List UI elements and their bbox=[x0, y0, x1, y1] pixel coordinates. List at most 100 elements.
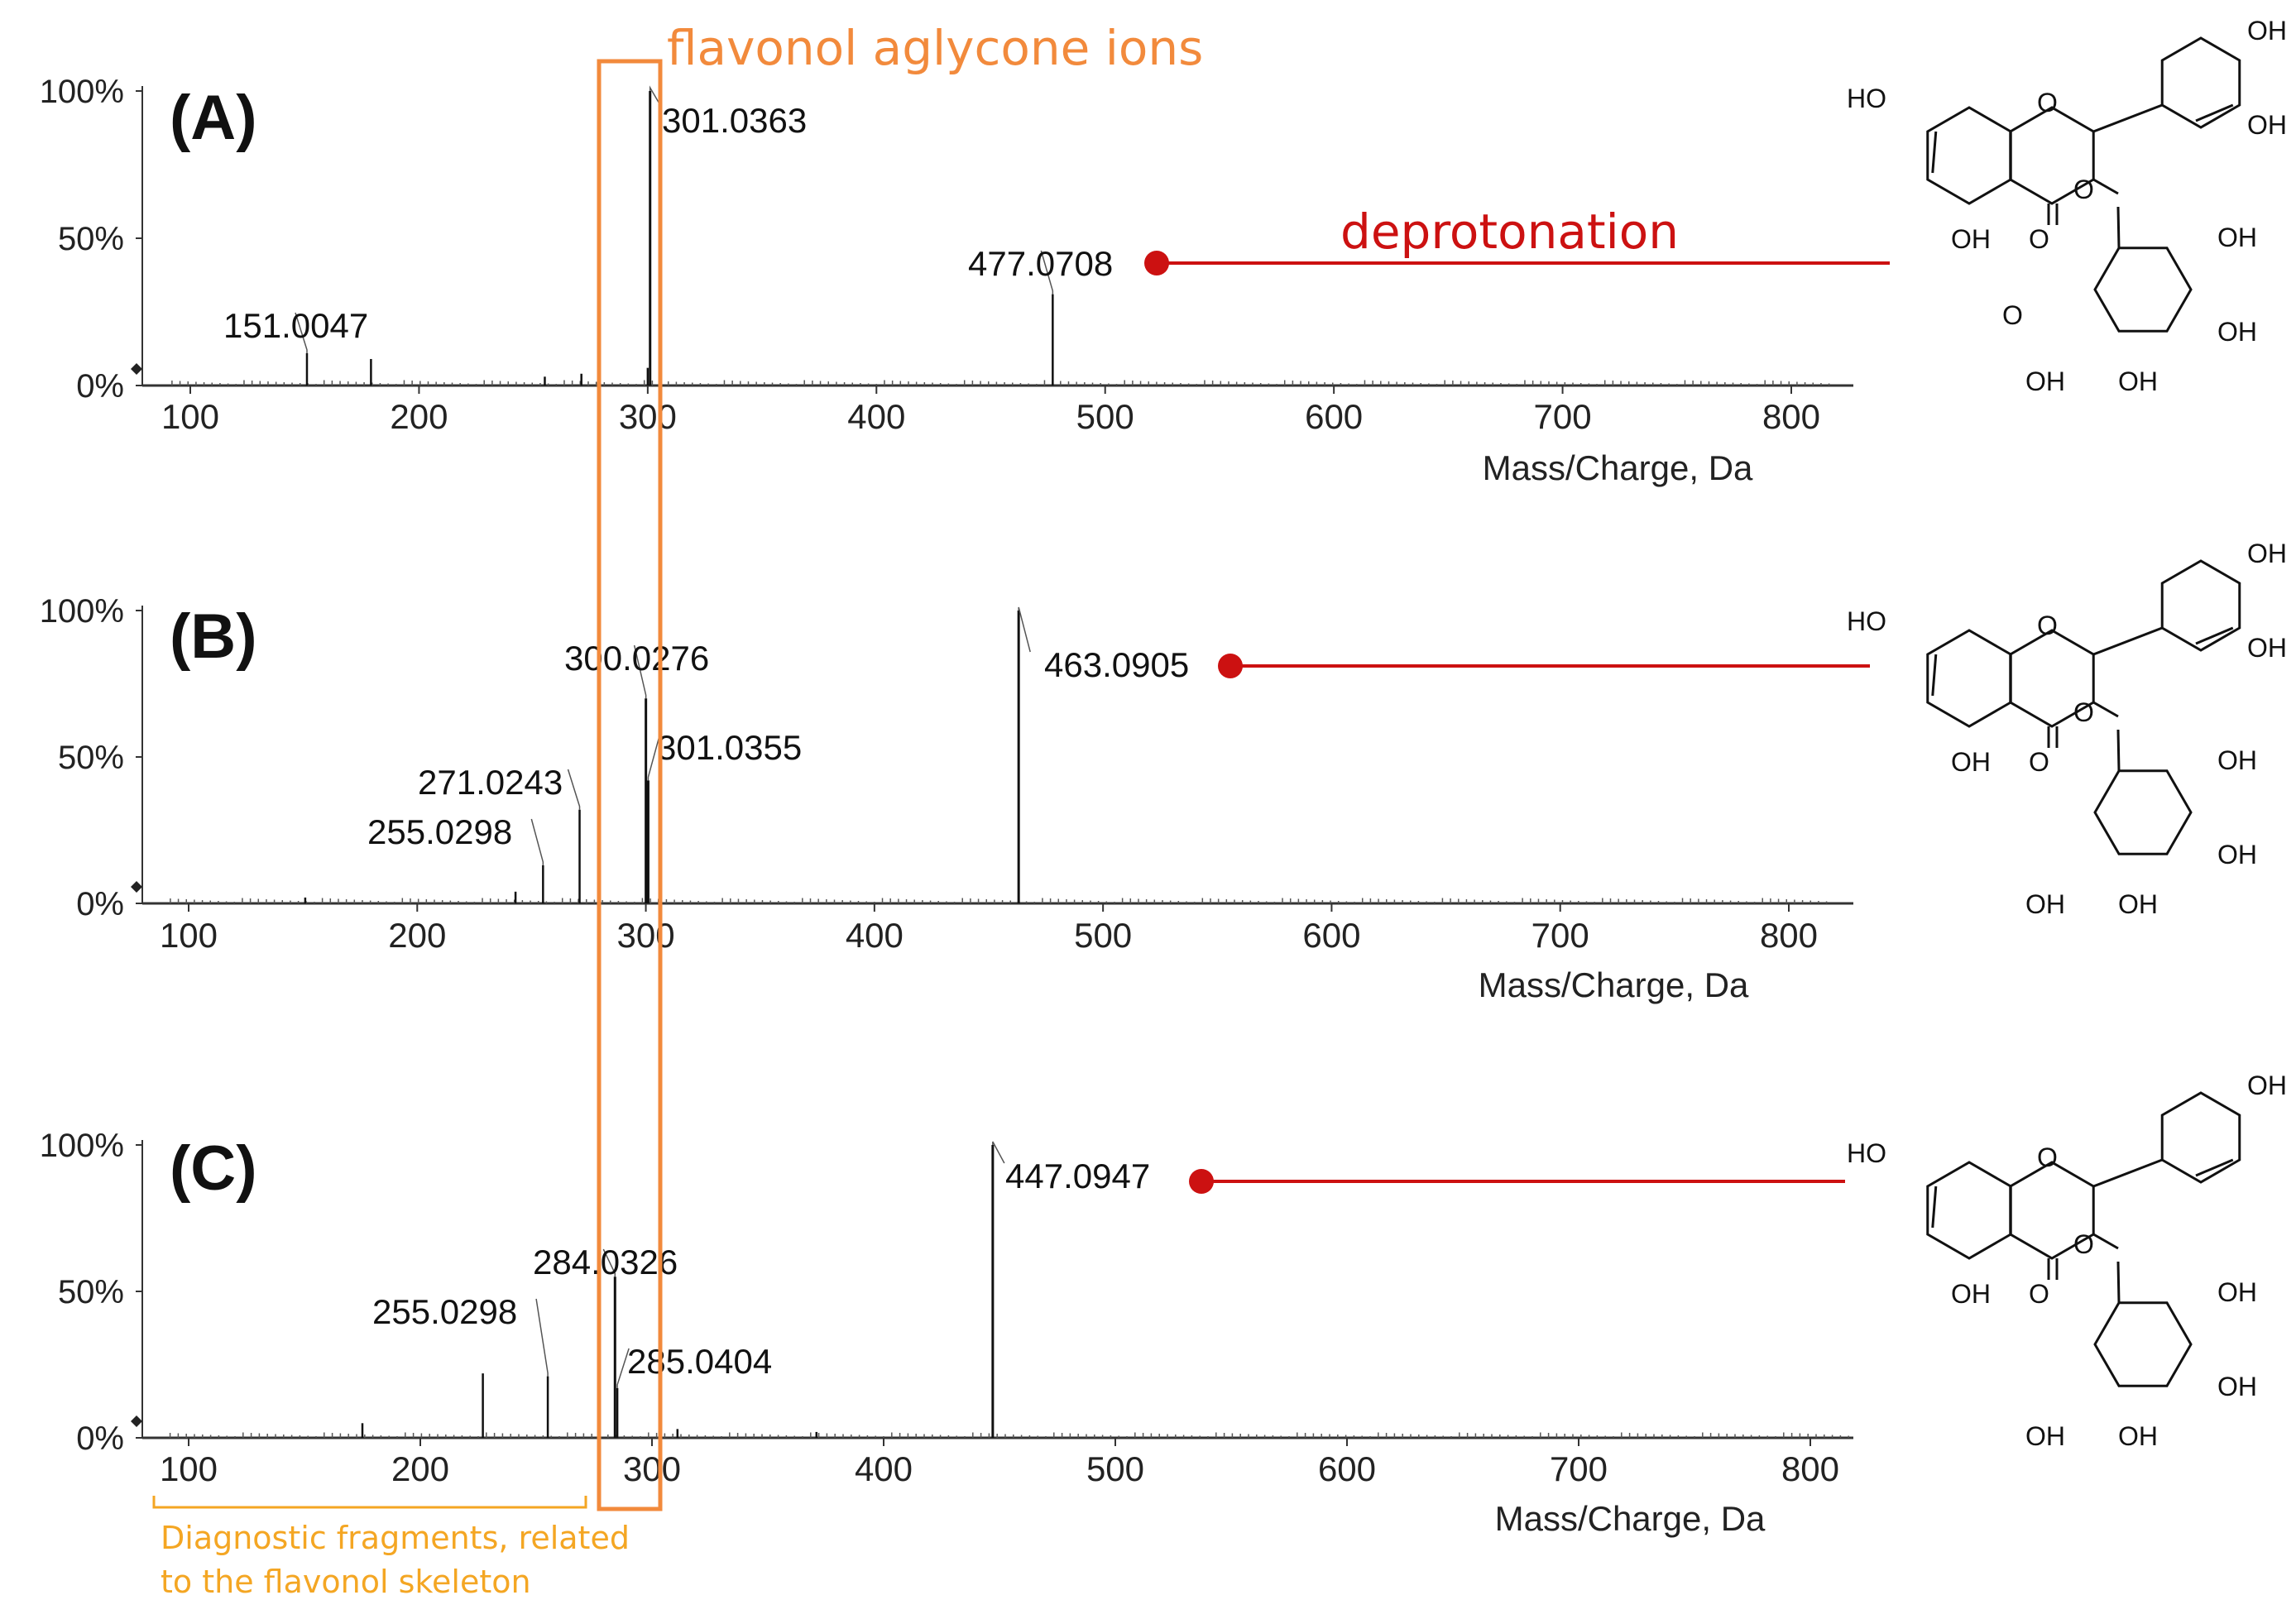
deprotonation-connectors bbox=[1144, 251, 1890, 1194]
x-tick-label: 100 bbox=[160, 916, 218, 955]
peak-label: 271.0243 bbox=[418, 763, 563, 802]
atom-label: O bbox=[2029, 1279, 2049, 1309]
y-tick-label: 50% bbox=[58, 1274, 124, 1310]
x-tick-label: 500 bbox=[1076, 397, 1134, 436]
peak-label: 300.0276 bbox=[564, 639, 709, 678]
atom-label: OH bbox=[1951, 1279, 1991, 1309]
atom-label: O bbox=[2073, 1229, 2094, 1259]
y-tick-label: 0% bbox=[76, 368, 124, 405]
peak-leader bbox=[649, 85, 663, 108]
x-tick-label: 200 bbox=[388, 916, 446, 955]
ring bbox=[1926, 629, 2012, 728]
atom-label: OH bbox=[2118, 366, 2158, 396]
spectrum-panel-1: 0% 50% 100% 100 200 300 400 500 600 700 800Mass/Ch… bbox=[40, 74, 1853, 487]
ring bbox=[1926, 106, 2012, 205]
bond bbox=[2092, 701, 2119, 718]
peak-label: 285.0404 bbox=[627, 1342, 772, 1381]
bond bbox=[2116, 729, 2121, 771]
peak-leader bbox=[616, 1348, 630, 1388]
x-tick-label: 800 bbox=[1760, 916, 1818, 955]
x-tick-label: 800 bbox=[1762, 397, 1820, 436]
x-tick-label: 700 bbox=[1534, 397, 1592, 436]
x-tick-label: 500 bbox=[1074, 916, 1132, 955]
double-bond bbox=[2195, 626, 2234, 645]
y-tick-label: 50% bbox=[58, 740, 124, 776]
atom-label: OH bbox=[2247, 539, 2287, 568]
atom-label: OH bbox=[2247, 110, 2287, 140]
double-bond bbox=[1931, 131, 1938, 174]
x-tick-label: 400 bbox=[846, 916, 904, 955]
peak-label: 447.0947 bbox=[1005, 1157, 1150, 1195]
atom-label: OH bbox=[2025, 889, 2065, 919]
x-axis-label: Mass/Charge, Da bbox=[1479, 965, 1749, 1004]
atom-label: O bbox=[2029, 747, 2049, 777]
x-tick-label: 200 bbox=[391, 1449, 449, 1488]
double-bond bbox=[1931, 654, 1938, 697]
bond bbox=[2092, 103, 2163, 133]
x-tick-label: 100 bbox=[160, 1449, 218, 1488]
x-tick-label: 600 bbox=[1305, 397, 1363, 436]
peak-label: 284.0326 bbox=[533, 1243, 678, 1281]
peak-label: 301.0363 bbox=[662, 101, 807, 140]
atom-label: OH bbox=[2217, 745, 2257, 775]
atom-label: HO bbox=[1847, 1138, 1886, 1168]
x-tick-label: 600 bbox=[1302, 916, 1360, 955]
atom-label: HO bbox=[1847, 606, 1886, 636]
x-tick-label: 700 bbox=[1550, 1449, 1608, 1488]
y-tick-label: 0% bbox=[76, 886, 124, 922]
x-tick-label: 400 bbox=[847, 397, 905, 436]
x-tick-label: 200 bbox=[390, 397, 448, 436]
y-tick-label: 100% bbox=[40, 593, 124, 630]
x-tick-label: 100 bbox=[161, 397, 219, 436]
peak-leader bbox=[633, 644, 647, 699]
peak-label: 477.0708 bbox=[968, 244, 1113, 283]
spectra-panels: 0%50%100%100 200 300 400 500 600 700 800Mass/Ch… bbox=[40, 74, 1853, 1538]
y-tick-label: 50% bbox=[58, 221, 124, 257]
ring bbox=[1926, 1161, 2012, 1260]
diagnostic-label-line1: Diagnostic fragments, related bbox=[161, 1520, 630, 1556]
y-tick-label: 100% bbox=[40, 1128, 124, 1164]
atom-label: OH bbox=[2217, 1277, 2257, 1307]
atom-label: O bbox=[2073, 175, 2094, 204]
aglycone-box-label: flavonol aglycone ions bbox=[667, 20, 1203, 76]
atom-label: O bbox=[2073, 697, 2094, 727]
y-tick-label: 0% bbox=[76, 1420, 124, 1457]
atom-label: OH bbox=[2025, 366, 2065, 396]
x-tick-label: 500 bbox=[1086, 1449, 1144, 1488]
sugar-ring bbox=[2093, 769, 2193, 855]
ring bbox=[2160, 1091, 2241, 1184]
atom-label: HO bbox=[1847, 84, 1886, 113]
sugar-ring bbox=[2093, 1301, 2193, 1387]
axis-marker bbox=[131, 363, 142, 375]
bond bbox=[2092, 626, 2163, 656]
bond bbox=[2092, 178, 2119, 195]
peak-leader bbox=[1018, 606, 1031, 653]
atom-label: OH bbox=[2217, 223, 2257, 252]
panel-label: (C) bbox=[170, 1133, 257, 1204]
bond bbox=[2116, 1261, 2121, 1303]
deprotonation-label: deprotonation bbox=[1340, 204, 1679, 260]
atom-label: OH bbox=[2217, 840, 2257, 869]
atom-label: OH bbox=[2247, 633, 2287, 663]
double-bond bbox=[2195, 1158, 2234, 1177]
x-axis-label: Mass/Charge, Da bbox=[1495, 1499, 1766, 1538]
peak-leader bbox=[992, 1141, 1005, 1164]
double-bond bbox=[1931, 1186, 1938, 1229]
aglycone-box bbox=[597, 59, 663, 1511]
peak-label: 463.0905 bbox=[1044, 645, 1189, 684]
atom-label: OH bbox=[2247, 16, 2287, 46]
axis-marker bbox=[131, 1415, 142, 1427]
atom-label: O bbox=[2037, 1142, 2058, 1172]
atom-label: OH bbox=[2118, 889, 2158, 919]
panel-label: (B) bbox=[170, 601, 257, 672]
peak-label: 255.0298 bbox=[372, 1292, 517, 1331]
atom-label: O bbox=[2002, 300, 2023, 330]
peak-label: 301.0355 bbox=[657, 728, 802, 767]
atom-label: OH bbox=[2247, 1071, 2287, 1100]
peak-leader bbox=[295, 312, 308, 353]
spectrum-panel-2: 0% 50% 100% 100 200 300 400 500 600 700 800 Mass/Ch… bbox=[40, 593, 1853, 1004]
